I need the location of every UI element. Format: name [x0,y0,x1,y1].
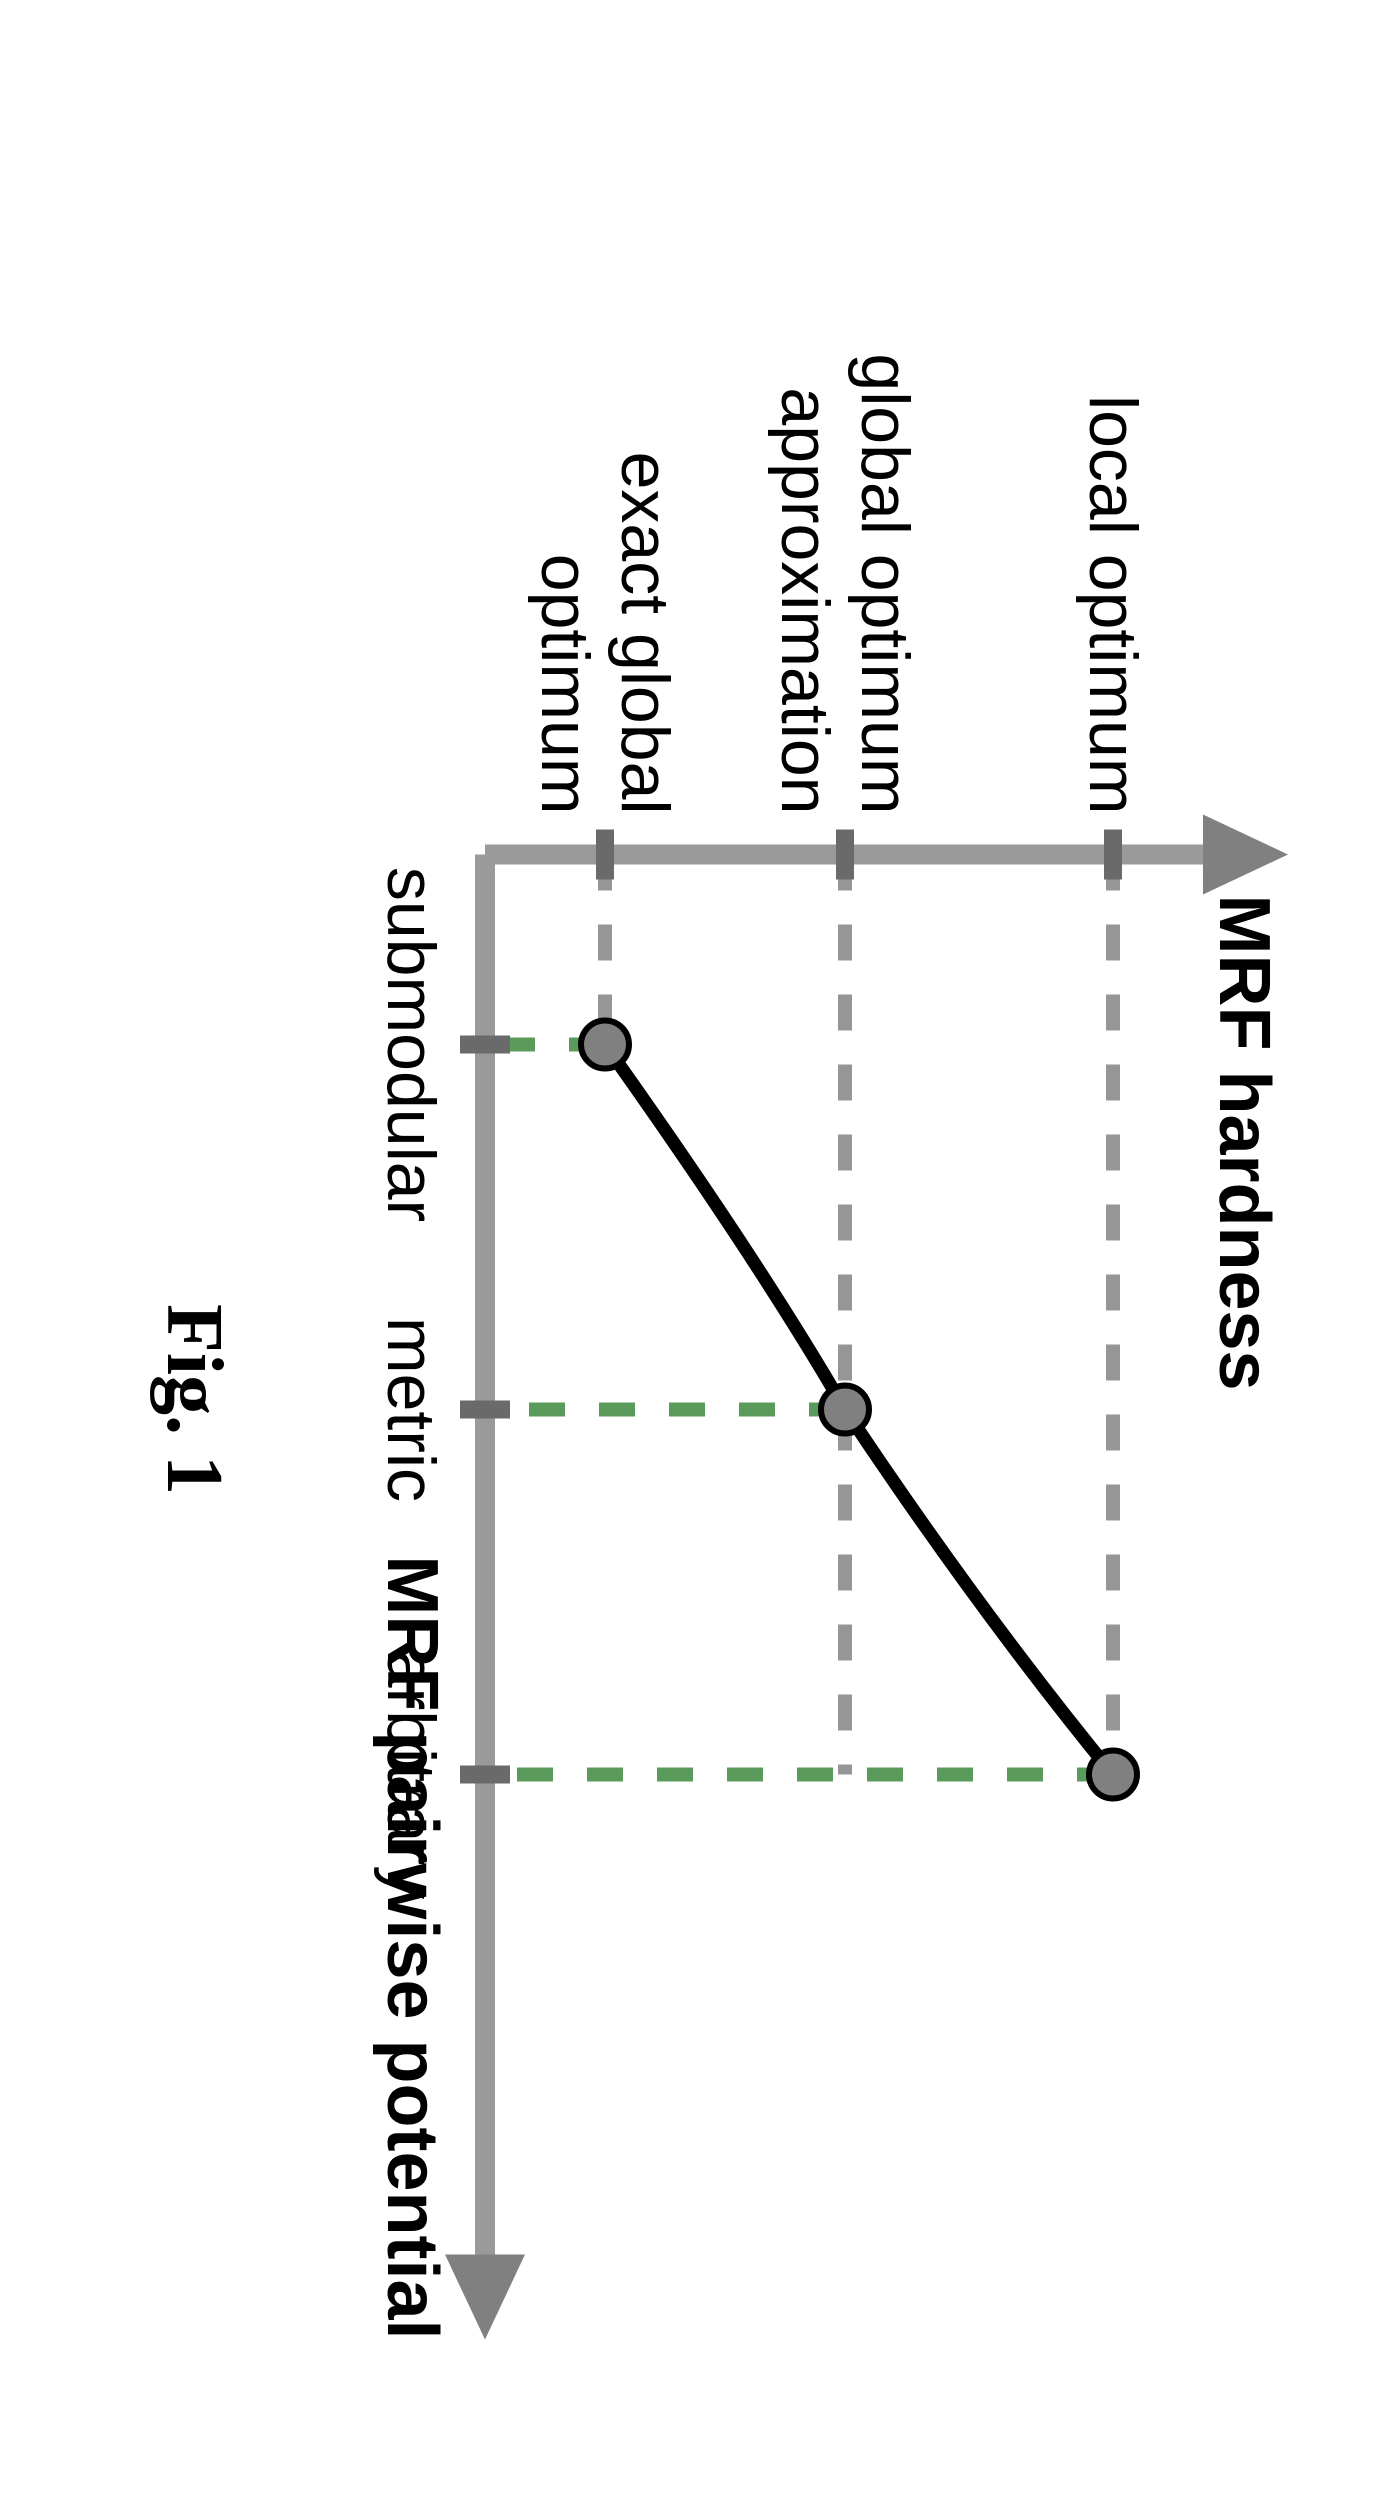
y-tick-label-1: local optimum [1075,395,1151,815]
y-axis-label: MRF hardness [1204,895,1284,1391]
point-submodular [581,1021,629,1069]
figure-rotated-wrapper: local optimum global optimum approximati… [0,0,1398,2517]
y-axis-arrowhead-icon [1203,815,1288,895]
x-tick-label-2: metric [373,1317,449,1502]
y-dashed-guides [605,855,1113,1775]
figure-caption: Fig. 1 [150,1304,238,1495]
y-tick-label-2-line2: approximation [767,387,843,814]
x-axis-arrowhead-icon [445,2255,525,2340]
point-metric [821,1386,869,1434]
y-tick-label-3-line2: optimum [527,554,603,815]
point-arbitrary [1089,1751,1137,1799]
page-container: local optimum global optimum approximati… [0,0,1398,2517]
y-tick-label-3-line1: exact global [607,452,683,815]
figure-svg: local optimum global optimum approximati… [0,0,1398,2517]
x-tick-label-1: submodular [373,867,449,1222]
x-axis-label: MRF pairwise potential [372,1555,452,2339]
y-tick-label-2-line1: global optimum [847,353,923,814]
